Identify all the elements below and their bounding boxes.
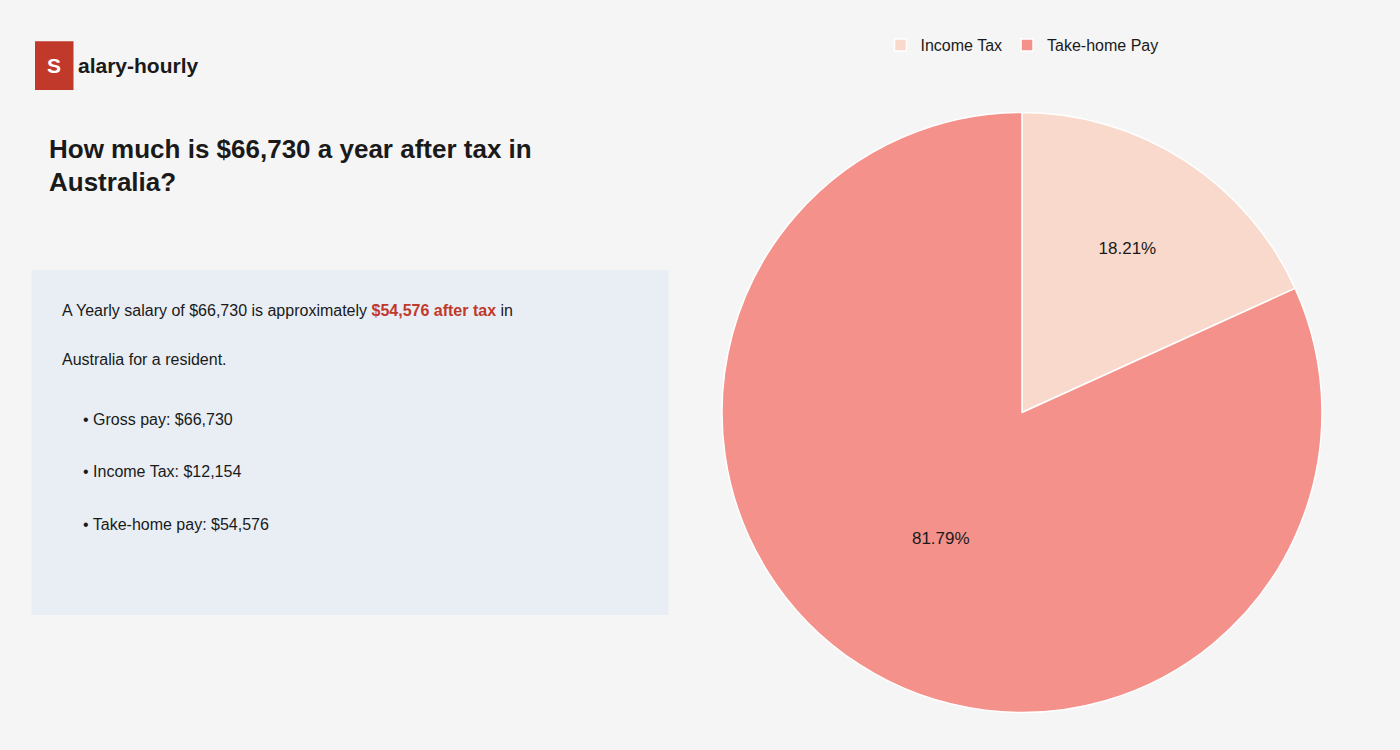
svg-text:S: S bbox=[47, 54, 61, 77]
svg-text:• Income Tax: $12,154: • Income Tax: $12,154 bbox=[83, 463, 241, 480]
svg-text:Income Tax: Income Tax bbox=[921, 37, 1003, 54]
svg-text:Australia for a resident.: Australia for a resident. bbox=[62, 351, 227, 368]
svg-text:A Yearly salary of $66,730 is: A Yearly salary of $66,730 is approximat… bbox=[62, 302, 513, 319]
svg-text:• Gross pay: $66,730: • Gross pay: $66,730 bbox=[83, 411, 233, 428]
svg-text:18.21%: 18.21% bbox=[1099, 239, 1157, 258]
svg-text:81.79%: 81.79% bbox=[912, 529, 970, 548]
svg-text:• Take-home pay: $54,576: • Take-home pay: $54,576 bbox=[83, 516, 269, 533]
svg-text:alary-hourly: alary-hourly bbox=[78, 54, 199, 77]
svg-text:Take-home Pay: Take-home Pay bbox=[1047, 37, 1158, 54]
svg-text:How much is $66,730 a year aft: How much is $66,730 a year after tax inA… bbox=[49, 134, 532, 198]
